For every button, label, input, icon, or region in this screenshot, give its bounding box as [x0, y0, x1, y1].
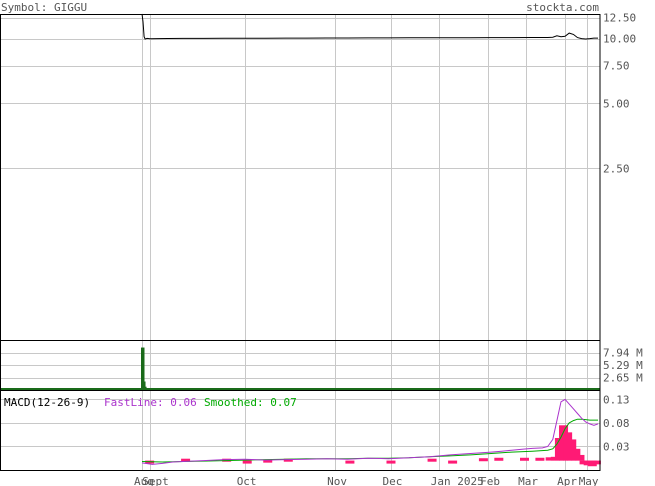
x-tick-label: May	[579, 475, 599, 486]
macd-histogram-bar	[545, 457, 555, 461]
macd-tick-label: 0.13	[603, 393, 630, 406]
macd-histogram-bar	[448, 460, 458, 464]
macd-title: MACD(12-26-9)	[4, 396, 90, 409]
macd-histogram-bar	[575, 454, 585, 461]
price-tick-label: 10.00	[603, 33, 636, 46]
macd-tick-label: 0.03	[603, 440, 630, 453]
macd-histogram-bar	[571, 448, 581, 461]
x-tick-label: Aug	[134, 475, 154, 486]
panel-frame	[0, 14, 601, 341]
x-tick-label: Oct	[237, 475, 257, 486]
fastline-legend: FastLine: 0.06	[104, 396, 197, 409]
fastline-line	[141, 398, 599, 465]
macd-histogram-bar	[345, 460, 355, 464]
macd-tick-label: 0.08	[603, 417, 630, 430]
price-tick-label: 7.50	[603, 60, 630, 73]
macd-histogram-bar	[386, 460, 396, 464]
price-panel: 12.50 10.00 7.50 5.00 2.50	[141, 12, 636, 175]
volume-tick-label: 5.29 M	[603, 359, 643, 372]
panel-frame	[0, 390, 601, 471]
volume-bar	[141, 347, 145, 390]
x-tick-label: Apr	[557, 475, 577, 486]
smoothed-line	[141, 418, 598, 463]
macd-histogram-bar	[263, 459, 273, 463]
volume-bar	[142, 381, 146, 390]
chart-grid	[0, 14, 600, 470]
macd-histogram-bar	[494, 457, 504, 461]
x-tick-label: Nov	[327, 475, 347, 486]
price-tick-label: 2.50	[603, 162, 630, 175]
volume-panel: 7.94 M5.29 M2.65 M	[0, 347, 643, 390]
macd-histogram-bar	[181, 458, 191, 462]
price-line	[141, 13, 598, 40]
macd-histogram-bar	[535, 457, 545, 461]
symbol-label: Symbol: GIGGU	[1, 1, 87, 14]
x-tick-label: Mar	[518, 475, 538, 486]
smoothed-legend: Smoothed: 0.07	[204, 396, 297, 409]
macd-histogram-bar	[283, 458, 293, 462]
macd-histogram-bar	[520, 457, 529, 461]
x-tick-label: Jan 2025	[431, 475, 484, 486]
volume-tick-label: 7.94 M	[603, 347, 643, 360]
macd-histogram-bar	[478, 458, 488, 462]
x-tick-label: Feb	[480, 475, 500, 486]
macd-histogram-bar	[242, 460, 252, 464]
macd-histogram-bar	[591, 460, 601, 465]
macd-histogram-bar	[427, 458, 437, 462]
volume-tick-label: 2.65 M	[603, 372, 643, 385]
x-tick-label: Dec	[383, 475, 403, 486]
macd-panel: 0.13 0.08 0.03	[141, 393, 630, 467]
panel-frames	[0, 14, 601, 471]
x-tick-label: Sept	[142, 475, 169, 486]
price-tick-label: 12.50	[603, 12, 636, 25]
price-tick-label: 5.00	[603, 97, 630, 110]
site-watermark: stockta.com	[526, 1, 599, 14]
